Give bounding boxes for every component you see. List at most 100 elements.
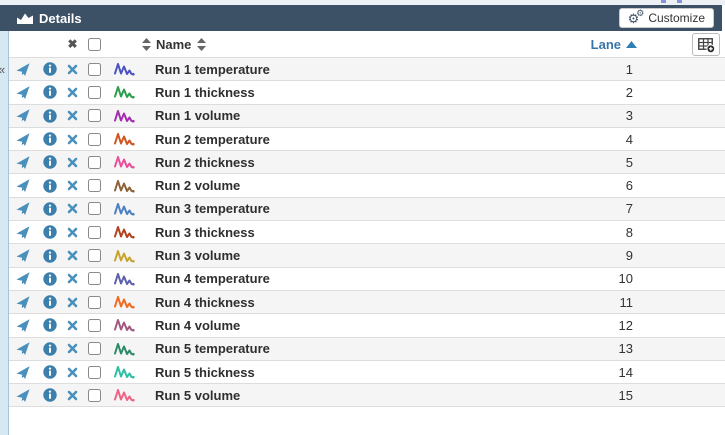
remove-icon[interactable] (67, 343, 78, 354)
row-checkbox[interactable] (88, 85, 101, 99)
row-lane: 1 (625, 61, 633, 77)
lane-column-label: Lane (590, 36, 621, 52)
info-icon[interactable] (42, 248, 57, 263)
row-checkbox[interactable] (88, 342, 101, 356)
name-column-label[interactable]: Name (156, 36, 192, 52)
info-icon[interactable] (42, 155, 57, 170)
remove-icon[interactable] (67, 110, 78, 121)
row-name: Run 5 thickness (155, 364, 255, 380)
trace-icon (113, 387, 135, 403)
row-checkbox[interactable] (88, 272, 101, 286)
area-chart-icon (17, 12, 33, 24)
paper-plane-icon[interactable] (16, 388, 30, 403)
info-icon[interactable] (42, 225, 57, 239)
lane-column-header[interactable]: Lane (545, 37, 725, 52)
paper-plane-icon[interactable] (16, 62, 30, 77)
paper-plane-icon[interactable] (16, 248, 30, 263)
remove-icon[interactable] (67, 390, 78, 401)
remove-icon[interactable] (67, 227, 78, 238)
sort-toggle-icon[interactable] (142, 37, 151, 51)
info-icon[interactable] (42, 388, 57, 402)
info-icon[interactable] (42, 178, 57, 193)
panel-collapse-strip[interactable] (0, 31, 9, 435)
gears-icon: ⚙ ⚙ (627, 7, 645, 26)
table-row: Run 4 thickness 11 (0, 290, 725, 315)
row-checkbox[interactable] (88, 109, 101, 123)
paper-plane-icon[interactable] (16, 108, 30, 123)
clear-all-icon[interactable]: ✖ (67, 37, 78, 51)
table-row: Run 2 thickness 5 (0, 151, 725, 175)
row-checkbox[interactable] (88, 202, 101, 216)
row-checkbox[interactable] (88, 179, 101, 193)
row-checkbox[interactable] (88, 365, 101, 379)
info-icon[interactable] (42, 318, 57, 333)
info-icon[interactable] (42, 109, 57, 123)
remove-icon[interactable] (67, 250, 78, 261)
paper-plane-icon[interactable] (16, 341, 30, 356)
remove-icon[interactable] (67, 180, 78, 191)
paper-plane-icon[interactable] (16, 132, 30, 147)
info-icon[interactable] (42, 85, 57, 100)
info-icon[interactable] (42, 365, 57, 379)
trace-icon (113, 108, 135, 124)
cut-off-text-fragment (661, 0, 666, 3)
row-lane: 15 (618, 387, 633, 403)
remove-icon[interactable] (67, 64, 78, 75)
row-lane: 8 (625, 224, 633, 240)
row-lane: 4 (625, 131, 633, 147)
row-name: Run 2 temperature (155, 131, 270, 147)
remove-icon[interactable] (67, 273, 78, 284)
trace-icon (113, 248, 135, 264)
row-checkbox[interactable] (88, 225, 101, 239)
remove-icon[interactable] (67, 320, 78, 331)
sort-toggle-icon[interactable] (197, 37, 207, 51)
row-name: Run 5 temperature (155, 341, 270, 357)
info-icon[interactable] (42, 272, 57, 286)
cut-off-text-fragment (677, 0, 682, 3)
row-name: Run 3 volume (155, 248, 241, 264)
info-icon[interactable] (42, 62, 57, 76)
trace-icon (113, 341, 135, 357)
paper-plane-icon[interactable] (16, 318, 30, 333)
remove-icon[interactable] (67, 203, 78, 214)
paper-plane-icon[interactable] (16, 201, 30, 216)
paper-plane-icon[interactable] (16, 295, 30, 310)
table-row: Run 5 volume 15 (0, 384, 725, 408)
row-checkbox[interactable] (88, 318, 101, 332)
table-row: Run 3 temperature 7 (0, 197, 725, 222)
paper-plane-icon[interactable] (16, 155, 30, 170)
row-checkbox[interactable] (88, 388, 101, 402)
table-body: Run 1 temperature 1 (0, 58, 725, 408)
info-icon[interactable] (42, 202, 57, 216)
paper-plane-icon[interactable] (16, 85, 30, 100)
row-name: Run 2 volume (155, 178, 241, 194)
row-checkbox[interactable] (88, 62, 101, 76)
add-chart-button[interactable] (692, 33, 720, 56)
row-checkbox[interactable] (88, 155, 101, 169)
paper-plane-icon[interactable] (16, 178, 30, 193)
row-checkbox[interactable] (88, 249, 101, 263)
name-column-header: Name (142, 37, 545, 52)
row-name: Run 2 thickness (155, 154, 255, 170)
info-icon[interactable] (42, 342, 57, 356)
remove-icon[interactable] (67, 367, 78, 378)
remove-icon[interactable] (67, 297, 78, 308)
row-name: Run 1 thickness (155, 84, 255, 100)
customize-button[interactable]: ⚙ ⚙ Customize (618, 7, 714, 28)
collapse-chevrons[interactable]: « (0, 62, 5, 77)
table-row: Run 5 temperature 13 (0, 337, 725, 361)
remove-icon[interactable] (67, 157, 78, 168)
info-icon[interactable] (42, 295, 57, 309)
paper-plane-icon[interactable] (16, 225, 30, 240)
row-checkbox[interactable] (88, 295, 101, 309)
row-checkbox[interactable] (88, 132, 101, 146)
customize-button-label: Customize (648, 11, 705, 25)
select-all-checkbox[interactable] (88, 37, 101, 51)
paper-plane-icon[interactable] (16, 365, 30, 380)
remove-icon[interactable] (67, 87, 78, 98)
row-lane: 14 (618, 364, 633, 380)
info-icon[interactable] (42, 132, 57, 146)
remove-icon[interactable] (67, 134, 78, 145)
table-row: Run 2 volume 6 (0, 174, 725, 198)
paper-plane-icon[interactable] (16, 271, 30, 286)
